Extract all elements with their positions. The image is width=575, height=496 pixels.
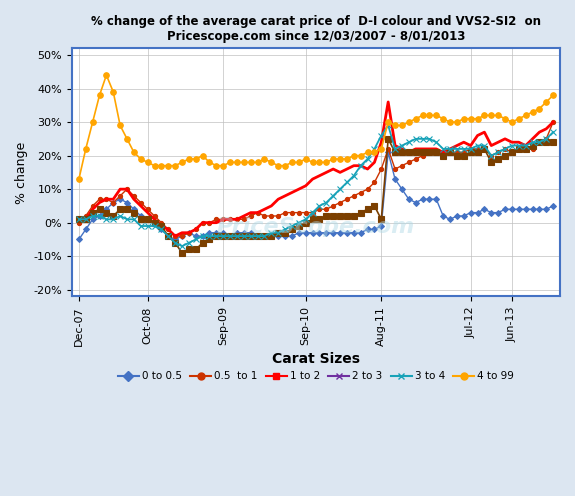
Legend: 0 to 0.5, 0.5  to 1, 1 to 2, 2 to 3, 3 to 4, 4 to 99: 0 to 0.5, 0.5 to 1, 1 to 2, 2 to 3, 3 to… — [114, 367, 519, 385]
Title: % change of the average carat price of  D-I colour and VVS2-SI2  on
Pricescope.c: % change of the average carat price of D… — [91, 15, 541, 43]
X-axis label: Carat Sizes: Carat Sizes — [272, 352, 360, 366]
Y-axis label: % change: % change — [15, 141, 28, 203]
Text: PriceScope.com: PriceScope.com — [217, 217, 415, 237]
